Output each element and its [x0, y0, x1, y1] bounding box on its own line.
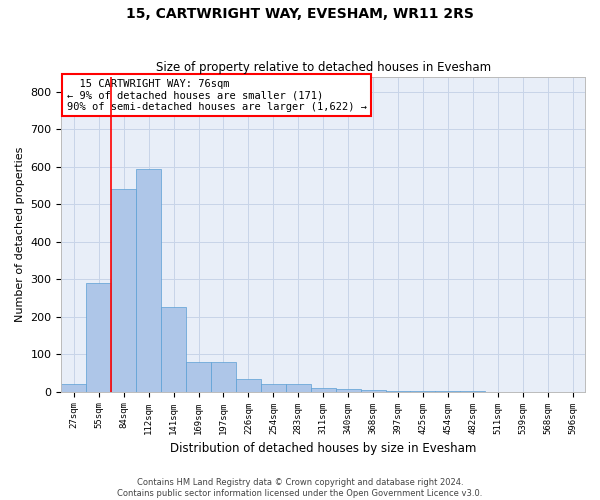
- Bar: [111, 190, 136, 392]
- Bar: [311, 388, 335, 392]
- Bar: [410, 391, 436, 392]
- Bar: [236, 378, 261, 392]
- Bar: [386, 390, 410, 392]
- Bar: [361, 390, 386, 392]
- Bar: [211, 362, 236, 392]
- Text: 15, CARTWRIGHT WAY, EVESHAM, WR11 2RS: 15, CARTWRIGHT WAY, EVESHAM, WR11 2RS: [126, 8, 474, 22]
- Bar: [286, 384, 311, 392]
- Bar: [335, 388, 361, 392]
- Bar: [261, 384, 286, 392]
- Y-axis label: Number of detached properties: Number of detached properties: [15, 146, 25, 322]
- Bar: [161, 308, 186, 392]
- Text: Contains HM Land Registry data © Crown copyright and database right 2024.
Contai: Contains HM Land Registry data © Crown c…: [118, 478, 482, 498]
- Bar: [61, 384, 86, 392]
- Bar: [86, 283, 111, 392]
- Title: Size of property relative to detached houses in Evesham: Size of property relative to detached ho…: [155, 62, 491, 74]
- Bar: [186, 362, 211, 392]
- Text: 15 CARTWRIGHT WAY: 76sqm
← 9% of detached houses are smaller (171)
90% of semi-d: 15 CARTWRIGHT WAY: 76sqm ← 9% of detache…: [67, 78, 367, 112]
- Bar: [136, 169, 161, 392]
- X-axis label: Distribution of detached houses by size in Evesham: Distribution of detached houses by size …: [170, 442, 476, 455]
